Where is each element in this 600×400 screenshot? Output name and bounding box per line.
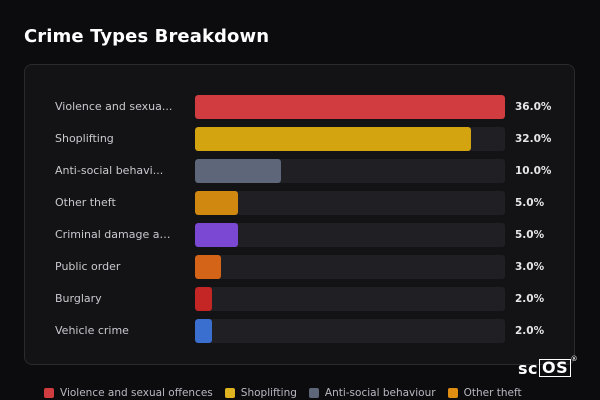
bar[interactable] (195, 255, 221, 279)
legend-item[interactable]: Violence and sexual offences (44, 387, 213, 399)
legend-label: Shoplifting (240, 386, 297, 399)
legend-item[interactable]: Anti-social behaviour (308, 386, 436, 399)
legend-label: Other theft (463, 386, 522, 399)
category-label: Other theft (55, 196, 116, 209)
bar[interactable] (195, 223, 239, 247)
logo-boxed-text: OS (539, 359, 572, 377)
bar-row: Criminal damage an... 5.0% (25, 223, 574, 247)
bar-track (195, 159, 505, 183)
bar[interactable] (195, 127, 471, 151)
value-label: 5.0% (515, 229, 545, 241)
value-label: 2.0% (515, 325, 545, 337)
bar[interactable] (195, 319, 213, 343)
legend-swatch (308, 387, 319, 398)
bar[interactable] (195, 95, 505, 119)
bar-track (195, 95, 505, 119)
bar-row: Public order 3.0% (25, 255, 574, 279)
bar-chart: Violence and sexua... 36.0% Shoplifting 32.… (25, 65, 574, 364)
category-label: Criminal damage an... (55, 228, 173, 241)
category-label: Burglary (55, 292, 102, 305)
legend-item[interactable]: Shoplifting (224, 386, 297, 399)
bar[interactable] (195, 287, 213, 311)
logo-text: sc (518, 358, 539, 378)
bar-row: Burglary 2.0% (25, 287, 574, 311)
category-label: Shoplifting (55, 132, 114, 145)
bar-row: Shoplifting 32.0% (25, 127, 574, 151)
value-label: 36.0% (515, 101, 552, 113)
value-label: 2.0% (515, 293, 545, 305)
bar[interactable] (195, 191, 239, 215)
bar-row: Anti-social behavi... 10.0% (25, 159, 574, 183)
chart-title: Crime Types Breakdown (24, 26, 270, 47)
bar-track (195, 127, 505, 151)
bar-row: Violence and sexua... 36.0% (25, 95, 574, 119)
category-label: Anti-social behavi... (55, 164, 164, 177)
value-label: 5.0% (515, 197, 545, 209)
registered-mark: ® (570, 355, 579, 363)
bar-track (195, 255, 505, 279)
legend-swatch (224, 387, 235, 398)
legend-swatch (44, 387, 54, 398)
legend-label: Anti-social behaviour (324, 386, 436, 399)
value-label: 10.0% (515, 165, 552, 177)
bar[interactable] (195, 159, 282, 183)
category-label: Violence and sexua... (55, 100, 173, 113)
bar-row: Other theft 5.0% (25, 191, 574, 215)
legend-label: Violence and sexual offences (60, 386, 213, 399)
scos-logo: sc OS ® (518, 355, 578, 378)
value-label: 32.0% (515, 133, 552, 145)
value-label: 3.0% (515, 261, 545, 273)
category-label: Vehicle crime (55, 324, 129, 337)
chart-card: Violence and sexua... 36.0% Shoplifting 32.… (24, 64, 575, 365)
bar-row: Vehicle crime 2.0% (25, 319, 574, 343)
chart-legend: Violence and sexual offences Shoplifting A… (44, 385, 534, 400)
bar-track (195, 223, 505, 247)
bar-track (195, 319, 505, 343)
bar-track (195, 191, 505, 215)
category-label: Public order (55, 260, 121, 273)
legend-swatch (447, 387, 458, 398)
bar-track (195, 287, 505, 311)
legend-item[interactable]: Other theft (447, 386, 522, 399)
